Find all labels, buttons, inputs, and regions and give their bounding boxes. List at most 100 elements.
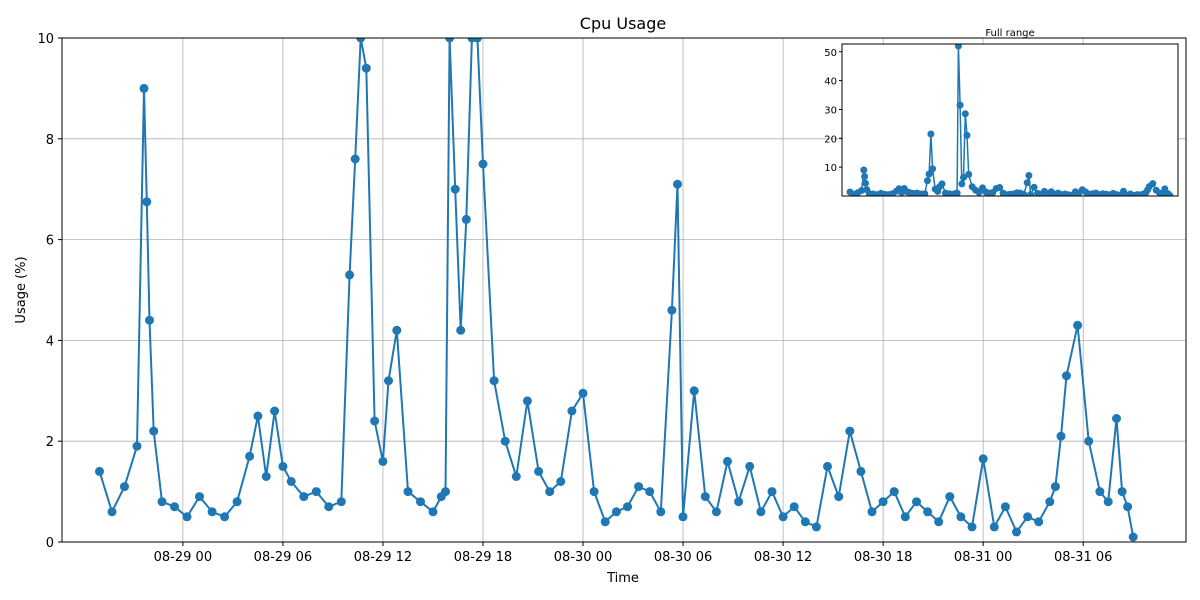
cpu-usage-point <box>673 179 682 189</box>
cpu-usage-point <box>945 492 955 502</box>
cpu-usage-point <box>95 466 104 476</box>
cpu-usage-point <box>149 426 159 436</box>
cpu-usage-point <box>700 492 710 502</box>
cpu-usage-point <box>370 416 380 426</box>
cpu-usage-point <box>392 325 402 335</box>
inset-usage-point <box>996 184 1004 191</box>
cpu-usage-point <box>856 466 866 476</box>
cpu-usage-point <box>107 507 117 517</box>
cpu-usage-point <box>1023 512 1033 522</box>
inset-usage-point <box>953 189 961 196</box>
x-tick-label: 08-30 18 <box>854 550 912 565</box>
inset-usage-point <box>927 130 935 138</box>
inset-usage-point <box>860 166 868 174</box>
y-tick-label: 4 <box>46 334 54 349</box>
cpu-usage-point <box>441 487 450 497</box>
cpu-usage-point <box>1056 431 1066 441</box>
cpu-usage-point <box>1123 502 1133 512</box>
cpu-usage-point <box>723 456 732 466</box>
cpu-usage-point <box>270 406 280 416</box>
x-tick-label: 08-29 06 <box>254 550 312 565</box>
cpu-usage-point <box>545 487 555 497</box>
cpu-usage-point <box>1128 532 1138 542</box>
inset-background <box>842 44 1178 196</box>
cpu-usage-point <box>356 38 366 43</box>
inset-usage-point <box>923 177 931 185</box>
cpu-usage-point <box>889 487 899 497</box>
inset-usage-point <box>925 170 933 178</box>
y-axis-label: Usage (%) <box>14 256 29 323</box>
x-tick-label: 08-30 00 <box>554 550 612 565</box>
inset-usage-point <box>1025 172 1033 179</box>
inset-usage-point <box>960 174 967 181</box>
cpu-usage-point <box>461 214 471 224</box>
cpu-usage-point <box>403 487 413 497</box>
cpu-usage-point <box>489 376 499 386</box>
cpu-usage-point <box>934 517 944 527</box>
cpu-usage-point <box>767 487 777 497</box>
cpu-usage-point <box>416 497 425 507</box>
cpu-usage-point <box>1084 436 1094 446</box>
x-tick-label: 08-29 00 <box>154 550 212 565</box>
cpu-usage-point <box>478 159 488 169</box>
cpu-usage-point <box>278 461 288 471</box>
main-series-layer <box>95 38 1138 542</box>
y-tick-label: 6 <box>46 234 54 249</box>
cpu-usage-point <box>145 315 154 325</box>
cpu-usage-point <box>900 512 910 522</box>
inset-usage-point <box>958 180 966 188</box>
main-x-ticks: 08-29 00 08-29 06 08-29 12 08-29 18 08-30 00… <box>154 542 1112 565</box>
chart-title: Cpu Usage <box>580 14 666 33</box>
x-tick-label: 08-31 00 <box>954 550 1012 565</box>
cpu-usage-point <box>170 502 179 512</box>
x-axis-label: Time <box>606 571 639 586</box>
cpu-usage-point <box>350 154 360 164</box>
inset-usage-point <box>1149 180 1157 188</box>
cpu-usage-point <box>232 497 242 507</box>
cpu-usage-line <box>98 38 1135 538</box>
cpu-usage-point <box>261 472 271 481</box>
y-tick-label: 0 <box>46 536 54 551</box>
cpu-usage-point <box>556 477 566 486</box>
inset-y-tick-label: 10 <box>824 163 837 174</box>
cpu-usage-point <box>120 482 129 492</box>
inset-title: Full range <box>985 28 1034 39</box>
x-tick-label: 08-29 18 <box>454 550 512 565</box>
cpu-usage-point <box>989 522 999 532</box>
cpu-usage-point <box>823 461 832 471</box>
inset-usage-point <box>862 179 869 187</box>
cpu-usage-point <box>522 396 532 406</box>
cpu-usage-point <box>299 492 309 502</box>
inset-full-range: Full range 10 20 30 40 50 <box>824 28 1179 197</box>
cpu-usage-point <box>253 411 263 421</box>
inset-y-tick-label: 30 <box>824 105 837 116</box>
inset-usage-point <box>1023 179 1031 187</box>
cpu-usage-point <box>1073 320 1083 330</box>
inset-y-tick-label: 40 <box>824 77 837 88</box>
cpu-usage-point <box>778 512 788 522</box>
cpu-usage-point <box>711 507 721 517</box>
cpu-usage-point <box>1117 487 1127 497</box>
cpu-usage-point <box>336 497 346 507</box>
cpu-usage-point <box>734 497 744 507</box>
cpu-usage-point <box>157 497 167 507</box>
cpu-usage-point <box>182 512 192 522</box>
cpu-usage-point <box>195 492 204 502</box>
cpu-usage-point <box>756 507 766 517</box>
cpu-usage-point <box>878 497 888 507</box>
cpu-usage-point <box>678 512 688 522</box>
cpu-usage-point <box>534 466 544 476</box>
inset-usage-point <box>921 190 929 196</box>
inset-usage-point <box>938 180 946 188</box>
cpu-usage-point <box>511 472 521 481</box>
cpu-usage-point <box>867 507 877 517</box>
main-plot-frame <box>61 37 1187 543</box>
cpu-usage-point <box>500 436 510 446</box>
inset-y-tick-label: 50 <box>824 48 837 59</box>
cpu-usage-point <box>589 487 599 497</box>
x-tick-label: 08-31 06 <box>1054 550 1112 565</box>
inset-frame <box>841 43 1179 197</box>
inset-usage-point <box>1030 183 1038 191</box>
cpu-usage-point <box>611 507 621 517</box>
